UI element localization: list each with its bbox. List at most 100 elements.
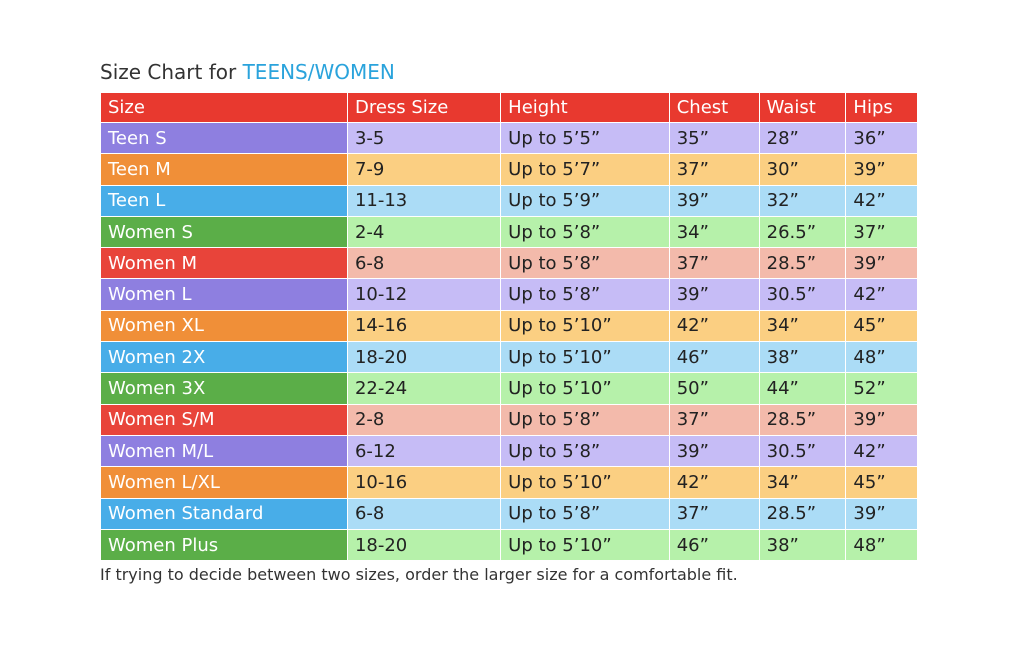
- size-cell: Women L/XL: [100, 466, 348, 499]
- header-cell: Height: [500, 92, 670, 123]
- value-cell: Up to 5’8”: [500, 215, 670, 249]
- table-row: Women L 10-12 Up to 5’8” 39” 30.5” 42”: [100, 278, 918, 311]
- value-cell: 37”: [668, 247, 760, 280]
- header-cell: Dress Size: [346, 92, 502, 123]
- size-cell: Women S: [100, 215, 348, 249]
- size-cell: Women L: [100, 278, 348, 311]
- value-cell: Up to 5’10”: [500, 372, 670, 405]
- value-cell: 48”: [845, 528, 918, 562]
- table-row: Women S/M 2-8 Up to 5’8” 37” 28.5” 39”: [100, 403, 918, 436]
- value-cell: 3-5: [346, 121, 502, 155]
- value-cell: 37”: [668, 153, 760, 186]
- value-cell: 34”: [668, 215, 760, 249]
- value-cell: 6-8: [346, 497, 502, 530]
- value-cell: 18-20: [346, 341, 502, 374]
- size-cell: Teen L: [100, 184, 348, 217]
- value-cell: 6-12: [346, 434, 502, 468]
- value-cell: 36”: [845, 121, 918, 155]
- value-cell: 39”: [845, 403, 918, 436]
- table-row: Women Standard 6-8 Up to 5’8” 37” 28.5” 39”: [100, 497, 918, 530]
- value-cell: 37”: [845, 215, 918, 249]
- value-cell: 32”: [758, 184, 847, 217]
- value-cell: 14-16: [346, 309, 502, 343]
- value-cell: 39”: [668, 184, 760, 217]
- size-cell: Women Plus: [100, 528, 348, 562]
- table-row: Teen L 11-13 Up to 5’9” 39” 32” 42”: [100, 184, 918, 217]
- size-cell: Women M: [100, 247, 348, 280]
- value-cell: Up to 5’10”: [500, 309, 670, 343]
- value-cell: Up to 5’7”: [500, 153, 670, 186]
- value-cell: 45”: [845, 466, 918, 499]
- value-cell: 37”: [668, 497, 760, 530]
- table-row: Women M/L 6-12 Up to 5’8” 39” 30.5” 42”: [100, 434, 918, 468]
- header-row: Size Dress Size Height Chest Waist Hips: [100, 92, 918, 123]
- value-cell: 22-24: [346, 372, 502, 405]
- title-prefix: Size Chart for: [100, 60, 237, 84]
- table-row: Women L/XL 10-16 Up to 5’10” 42” 34” 45”: [100, 466, 918, 499]
- value-cell: Up to 5’8”: [500, 403, 670, 436]
- value-cell: 48”: [845, 341, 918, 374]
- value-cell: Up to 5’8”: [500, 434, 670, 468]
- table-row: Women XL 14-16 Up to 5’10” 42” 34” 45”: [100, 309, 918, 343]
- value-cell: 30.5”: [758, 434, 847, 468]
- value-cell: 46”: [668, 341, 760, 374]
- value-cell: 46”: [668, 528, 760, 562]
- size-cell: Women XL: [100, 309, 348, 343]
- value-cell: 30”: [758, 153, 847, 186]
- size-cell: Women M/L: [100, 434, 348, 468]
- value-cell: 39”: [668, 434, 760, 468]
- size-cell: Teen M: [100, 153, 348, 186]
- value-cell: 39”: [845, 153, 918, 186]
- value-cell: 11-13: [346, 184, 502, 217]
- value-cell: 6-8: [346, 247, 502, 280]
- value-cell: 39”: [668, 278, 760, 311]
- title-highlight: TEENS/WOMEN: [242, 60, 395, 84]
- value-cell: 45”: [845, 309, 918, 343]
- value-cell: Up to 5’9”: [500, 184, 670, 217]
- table-row: Women 3X 22-24 Up to 5’10” 50” 44” 52”: [100, 372, 918, 405]
- value-cell: 28.5”: [758, 497, 847, 530]
- value-cell: Up to 5’8”: [500, 278, 670, 311]
- table-row: Teen S 3-5 Up to 5’5” 35” 28” 36”: [100, 121, 918, 155]
- size-cell: Women 2X: [100, 341, 348, 374]
- value-cell: 39”: [845, 497, 918, 530]
- value-cell: Up to 5’8”: [500, 497, 670, 530]
- size-cell: Women S/M: [100, 403, 348, 436]
- value-cell: 42”: [845, 184, 918, 217]
- value-cell: 2-4: [346, 215, 502, 249]
- value-cell: 39”: [845, 247, 918, 280]
- value-cell: 18-20: [346, 528, 502, 562]
- value-cell: 10-12: [346, 278, 502, 311]
- value-cell: 38”: [758, 341, 847, 374]
- size-table: Size Dress Size Height Chest Waist Hips Teen S…: [100, 92, 918, 562]
- size-cell: Women 3X: [100, 372, 348, 405]
- value-cell: 37”: [668, 403, 760, 436]
- header-cell: Waist: [758, 92, 847, 123]
- header-cell: Size: [100, 92, 348, 123]
- footnote: If trying to decide between two sizes, o…: [100, 565, 738, 584]
- value-cell: 2-8: [346, 403, 502, 436]
- value-cell: 28”: [758, 121, 847, 155]
- value-cell: 28.5”: [758, 403, 847, 436]
- value-cell: 10-16: [346, 466, 502, 499]
- value-cell: 42”: [668, 466, 760, 499]
- value-cell: Up to 5’5”: [500, 121, 670, 155]
- table-row: Women S 2-4 Up to 5’8” 34” 26.5” 37”: [100, 215, 918, 249]
- value-cell: Up to 5’10”: [500, 466, 670, 499]
- value-cell: 35”: [668, 121, 760, 155]
- value-cell: 26.5”: [758, 215, 847, 249]
- size-cell: Teen S: [100, 121, 348, 155]
- value-cell: 28.5”: [758, 247, 847, 280]
- value-cell: 42”: [668, 309, 760, 343]
- size-cell: Women Standard: [100, 497, 348, 530]
- value-cell: 42”: [845, 434, 918, 468]
- table-row: Women Plus 18-20 Up to 5’10” 46” 38” 48”: [100, 528, 918, 562]
- table-row: Women M 6-8 Up to 5’8” 37” 28.5” 39”: [100, 247, 918, 280]
- table-row: Teen M 7-9 Up to 5’7” 37” 30” 39”: [100, 153, 918, 186]
- value-cell: Up to 5’8”: [500, 247, 670, 280]
- value-cell: Up to 5’10”: [500, 341, 670, 374]
- header-cell: Hips: [845, 92, 918, 123]
- header-cell: Chest: [668, 92, 760, 123]
- value-cell: 30.5”: [758, 278, 847, 311]
